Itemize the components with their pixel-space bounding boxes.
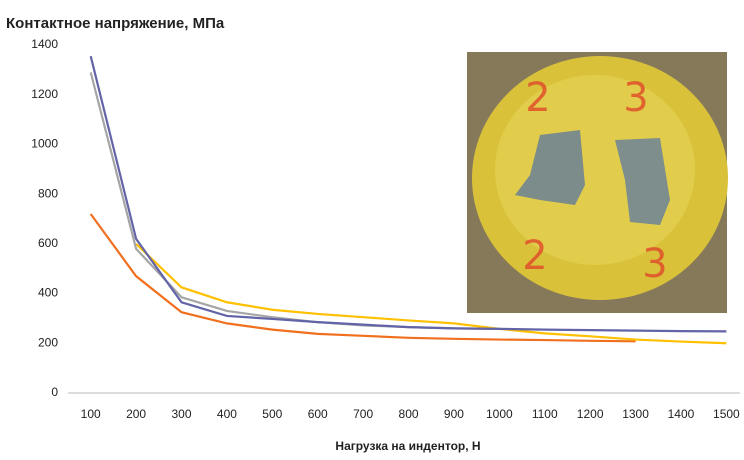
- x-tick-label: 1000: [486, 407, 513, 421]
- chart-title: Контактное напряжение, МПа: [6, 15, 225, 32]
- x-tick-label: 1200: [577, 407, 604, 421]
- x-tick-label: 800: [399, 407, 419, 421]
- x-axis-label: Нагрузка на индентор, Н: [335, 439, 480, 453]
- y-tick-label: 1400: [31, 37, 58, 51]
- x-tick-label: 900: [444, 407, 464, 421]
- x-tick-label: 500: [262, 407, 282, 421]
- x-tick-label: 300: [171, 407, 191, 421]
- y-tick-label: 800: [38, 186, 58, 200]
- photo-label: 3: [623, 75, 648, 121]
- page: Контактное напряжение, МПа Нагрузка на и…: [0, 0, 744, 460]
- x-tick-label: 100: [81, 407, 101, 421]
- chart: Контактное напряжение, МПа Нагрузка на и…: [0, 0, 744, 455]
- y-tick-label: 600: [38, 236, 58, 250]
- x-tick-label: 1100: [532, 407, 558, 421]
- photo-label: 2: [525, 75, 550, 121]
- photo-label: 2: [522, 233, 547, 279]
- x-tick-label: 700: [353, 407, 373, 421]
- x-tick-label: 200: [126, 407, 146, 421]
- y-tick-label: 400: [38, 286, 58, 300]
- series-line: [91, 72, 500, 329]
- photo: 2 3 2 3: [467, 52, 728, 313]
- y-tick-label: 1200: [31, 87, 58, 101]
- x-tick-label: 600: [308, 407, 328, 421]
- photo-label: 3: [642, 241, 667, 287]
- y-tick-label: 0: [51, 385, 58, 399]
- x-tick-label: 400: [217, 407, 237, 421]
- y-tick-label: 200: [38, 335, 58, 349]
- x-tick-label: 1300: [622, 407, 649, 421]
- x-tick-label: 1500: [713, 407, 740, 421]
- x-tick-label: 1400: [668, 407, 695, 421]
- y-tick-label: 1000: [31, 137, 58, 151]
